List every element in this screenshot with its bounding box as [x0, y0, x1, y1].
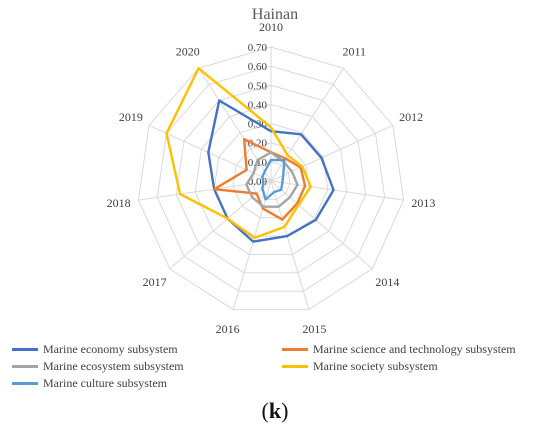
grid-ring — [232, 142, 310, 219]
radial-tick-label: 0.70 — [248, 42, 268, 54]
grid-ring — [213, 123, 329, 237]
category-label: 2019 — [119, 110, 143, 124]
caption-open: ( — [261, 398, 269, 423]
legend-swatch — [282, 365, 308, 368]
radar-chart: Hainan 0.000.100.200.300.400.500.600.70 … — [107, 6, 436, 336]
legend-swatch — [282, 348, 308, 351]
series-line-2 — [245, 151, 299, 208]
legend-label: Marine science and technology subsystem — [313, 342, 516, 356]
legend-item: Marine society subsystem — [282, 359, 438, 374]
category-label: 2010 — [259, 20, 283, 34]
grid-spoke — [198, 68, 272, 182]
legend-swatch — [12, 348, 38, 351]
caption-close: ) — [281, 398, 289, 423]
legend-label: Marine culture subsystem — [43, 376, 167, 390]
grid-spoke — [270, 180, 310, 310]
legend-item: Marine economy subsystem — [12, 342, 178, 357]
radar-grid — [137, 46, 405, 311]
legend-swatch — [12, 382, 38, 385]
grid-ring — [156, 65, 386, 292]
radial-tick-label: 0.20 — [248, 138, 268, 150]
category-label: 2017 — [143, 275, 167, 289]
series-line-0 — [207, 99, 335, 243]
grid-spoke — [270, 180, 373, 270]
legend-item: Marine ecosystem subsystem — [12, 359, 184, 374]
category-label: 2016 — [216, 322, 240, 336]
category-label: 2014 — [375, 275, 399, 289]
legend: Marine economy subsystem Marine science a… — [0, 336, 550, 392]
radial-tick-label: 0.50 — [248, 80, 268, 92]
chart-title: Hainan — [252, 6, 298, 23]
grid-ring — [194, 103, 348, 255]
category-label: 2011 — [342, 44, 366, 58]
legend-swatch — [12, 365, 38, 368]
grid-spoke — [138, 180, 272, 201]
radial-tick-label: 0.40 — [248, 99, 268, 111]
category-label: 2018 — [107, 196, 131, 210]
series-layer — [165, 67, 335, 243]
grid-ring — [137, 46, 405, 311]
series-line-1 — [212, 137, 307, 221]
legend-label: Marine society subsystem — [313, 359, 438, 373]
category-label: 2013 — [411, 196, 435, 210]
grid-spoke — [148, 124, 272, 182]
grid-spoke — [232, 180, 272, 310]
category-label: 2020 — [176, 44, 200, 58]
radial-tick-label: 0.60 — [248, 61, 268, 73]
series-line-4 — [261, 158, 286, 201]
grid-spoke — [270, 180, 404, 201]
caption-letter: k — [268, 398, 282, 423]
legend-item: Marine culture subsystem — [12, 376, 167, 391]
figure-caption: (k) — [0, 398, 550, 424]
legend-label: Marine ecosystem subsystem — [43, 359, 184, 373]
category-label: 2012 — [399, 110, 423, 124]
grid-ring — [175, 84, 367, 274]
category-label: 2015 — [302, 322, 326, 336]
legend-item: Marine science and technology subsystem — [282, 342, 516, 357]
grid-spoke — [169, 180, 272, 270]
category-labels: 2010 2011 2012 2013 2014 2015 2016 2017 2018 2019… — [107, 20, 436, 336]
series-line-3 — [165, 67, 312, 240]
legend-label: Marine economy subsystem — [43, 342, 178, 356]
